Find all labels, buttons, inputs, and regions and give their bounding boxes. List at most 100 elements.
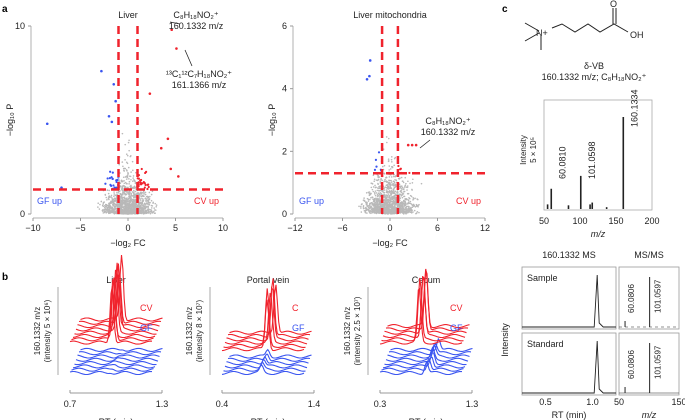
data-point [365,201,368,204]
data-point [373,180,376,182]
data-point [141,209,143,212]
data-point-blue [368,74,371,78]
data-point [133,189,135,192]
data-point [401,186,404,189]
data-point [407,210,410,212]
data-point [127,191,130,193]
data-point [403,211,406,214]
col-title-ms: 160.1332 MS [542,250,596,260]
data-point [128,149,130,152]
data-point [133,205,136,208]
data-point [127,210,129,213]
data-point [124,143,127,146]
y-tick-label: 6 [282,21,287,31]
data-point [147,207,149,209]
data-point [410,202,412,205]
annotation-arrow [184,49,193,67]
data-point [393,175,395,178]
data-point [407,208,409,210]
data-point [394,183,397,186]
data-point [110,207,112,209]
data-point [140,207,143,209]
data-point [117,191,120,194]
trace-gf [381,357,464,372]
data-point [141,191,144,194]
data-point [113,193,115,195]
data-point [126,200,129,203]
data-point [129,185,132,188]
volcano-mito: Liver mitochondria 0 2 4 6 −12 −6 0 6 12 −log₂ FC −… [267,10,490,248]
data-point [134,194,136,197]
data-point [374,201,376,203]
data-point [136,177,139,180]
x-tick-label: 200 [644,216,659,226]
data-point [372,203,375,206]
x-tick-label: 50 [539,216,549,226]
data-point [364,211,367,214]
data-point [108,177,111,180]
data-point [376,189,379,192]
data-point [375,165,378,168]
data-point [386,196,388,198]
data-point [386,194,389,197]
data-point [387,193,390,195]
trace-gf [226,355,309,366]
data-point [400,194,403,197]
annotation-arrow [169,21,181,25]
data-point [124,186,127,188]
x-tick-label: 1.4 [308,399,321,409]
data-point [403,186,406,188]
data-point [106,207,109,210]
data-point [115,194,118,197]
data-point [381,203,384,205]
data-point [375,197,377,200]
data-point [105,208,107,211]
data-point [409,200,412,203]
data-point [389,205,392,208]
data-point [366,208,369,211]
data-point [384,178,386,181]
data-point [386,212,389,215]
data-point [383,204,385,207]
data-point [398,204,401,207]
data-point [139,181,142,184]
data-point [372,186,375,188]
data-point [387,207,389,210]
data-point [111,171,114,174]
trace-gf [229,348,312,359]
data-point [107,192,110,195]
data-point [126,176,128,179]
data-point [414,197,416,200]
data-point [125,182,128,185]
data-point [370,202,372,204]
data-point [121,193,124,196]
data-point [115,203,118,206]
data-point [137,192,140,194]
data-point-blue [110,120,114,124]
chart-title: Liver [118,10,138,20]
data-point [373,191,376,194]
data-point [401,193,404,195]
trace-cv [80,254,163,322]
data-point [144,183,147,187]
data-point [130,155,132,157]
data-point [132,204,134,206]
data-point [143,186,146,189]
data-point [119,201,122,204]
ms-frame [521,332,617,396]
data-point [120,195,123,198]
data-point [369,207,372,209]
data-point [391,184,393,186]
data-point [367,200,370,202]
data-point [121,161,124,163]
trace-gf [74,360,157,366]
data-point [111,199,114,202]
data-point [384,197,387,200]
data-point [107,206,109,209]
data-point [405,198,408,201]
annotation-formula: C₈H₁₈NO₂⁺ [425,116,470,126]
data-point [401,210,404,213]
data-point [118,180,120,183]
data-point [119,207,122,209]
data-point [135,196,137,199]
